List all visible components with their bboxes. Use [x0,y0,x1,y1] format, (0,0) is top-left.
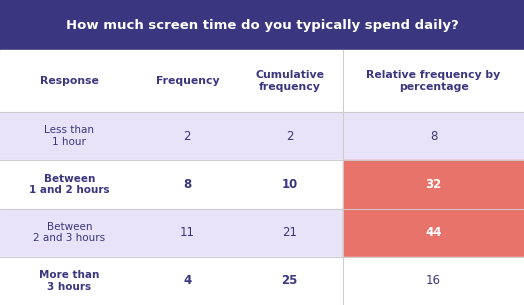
Bar [343,257,524,305]
Bar [0,257,343,305]
Text: Less than
1 hour: Less than 1 hour [45,125,94,147]
Bar [0,209,343,257]
Text: 21: 21 [282,226,297,239]
Text: Response: Response [40,76,99,86]
Text: Cumulative
frequency: Cumulative frequency [255,70,324,92]
Text: 44: 44 [425,226,442,239]
Text: 10: 10 [281,178,298,191]
Text: Between
2 and 3 hours: Between 2 and 3 hours [34,222,105,243]
Text: 32: 32 [425,178,442,191]
Bar [343,209,524,257]
Text: Between
1 and 2 hours: Between 1 and 2 hours [29,174,110,195]
Bar [0,160,343,209]
Text: 11: 11 [180,226,195,239]
Text: More than
3 hours: More than 3 hours [39,270,100,292]
Text: 25: 25 [281,274,298,287]
Text: 4: 4 [183,274,191,287]
Text: 16: 16 [426,274,441,287]
Text: 2: 2 [183,130,191,143]
Bar [0,50,524,112]
Bar [343,112,524,160]
Text: How much screen time do you typically spend daily?: How much screen time do you typically sp… [66,19,458,31]
Bar [0,112,343,160]
Text: 8: 8 [430,130,438,143]
Text: Relative frequency by
percentage: Relative frequency by percentage [366,70,501,92]
Text: Frequency: Frequency [156,76,219,86]
Text: 8: 8 [183,178,191,191]
Bar [343,160,524,209]
Text: 2: 2 [286,130,293,143]
